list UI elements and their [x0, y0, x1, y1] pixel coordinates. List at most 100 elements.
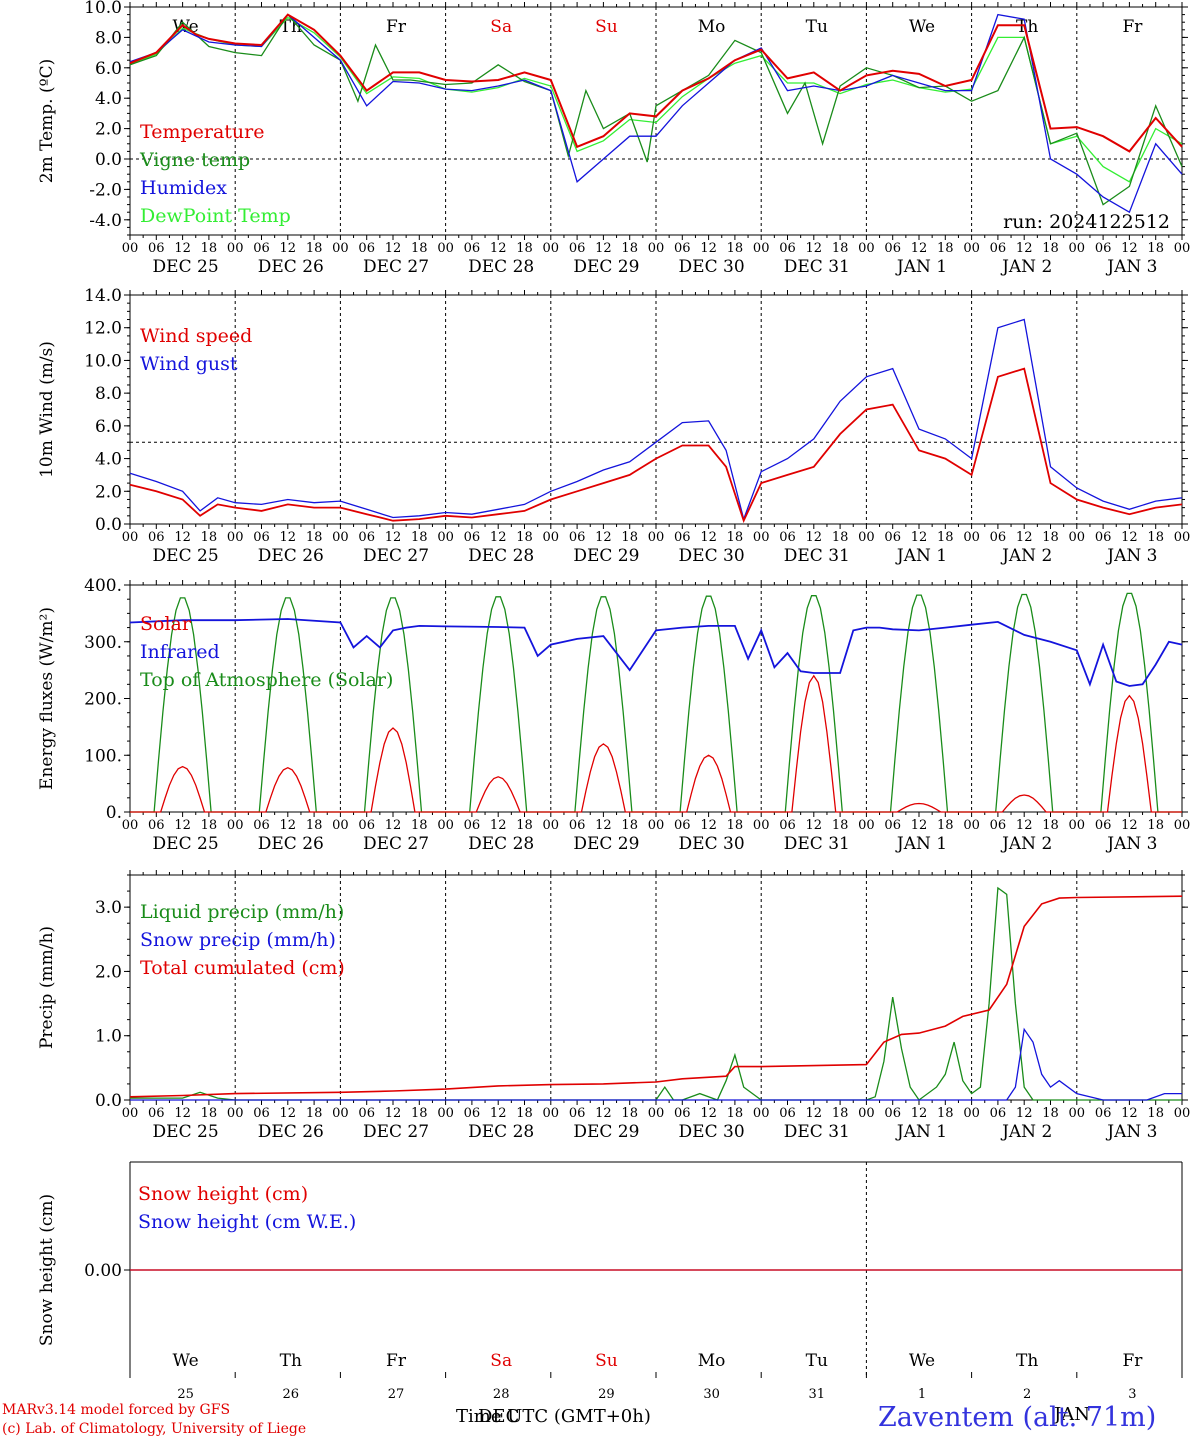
- hour-tick-label: 18: [306, 530, 323, 545]
- hour-tick-label: 12: [1121, 241, 1138, 256]
- date-label: DEC 27: [363, 257, 429, 277]
- hour-tick-label: 00: [1174, 241, 1191, 256]
- weekday-label: Th: [1016, 17, 1038, 37]
- snow-weekday-label: Mo: [698, 1351, 726, 1371]
- hour-tick-label: 18: [306, 818, 323, 833]
- hour-tick-label: 18: [516, 530, 533, 545]
- hour-tick-label: 18: [201, 241, 218, 256]
- hour-tick-label: 06: [569, 530, 586, 545]
- hour-tick-label: 12: [385, 818, 402, 833]
- date-label: JAN 2: [1000, 257, 1052, 277]
- legend-entry: Top of Atmosphere (Solar): [140, 669, 393, 691]
- hour-tick-label: 12: [1016, 818, 1033, 833]
- hour-tick-label: 12: [911, 818, 928, 833]
- hour-tick-label: 06: [779, 818, 796, 833]
- hour-tick-label: 12: [490, 1106, 507, 1121]
- hour-tick-label: 00: [1174, 818, 1191, 833]
- hour-tick-label: 06: [464, 241, 481, 256]
- y-axis-label: 10m Wind (m/s): [37, 341, 57, 478]
- hour-tick-label: 00: [648, 241, 665, 256]
- hour-tick-label: 00: [753, 530, 770, 545]
- date-label: JAN 2: [1000, 1122, 1052, 1142]
- series-line-lime: [129, 16, 1183, 183]
- snow-weekday-label: Su: [595, 1351, 618, 1371]
- station-name: Zaventem (alt. 71m): [878, 1402, 1157, 1433]
- snow-weekday-label: Sa: [490, 1351, 512, 1371]
- hour-tick-label: 00: [1069, 1106, 1086, 1121]
- date-label: DEC 28: [468, 257, 534, 277]
- hour-tick-label: 00: [543, 1106, 560, 1121]
- hour-tick-label: 00: [227, 1106, 244, 1121]
- hour-tick-label: 06: [569, 241, 586, 256]
- date-label: DEC 27: [363, 834, 429, 854]
- hour-tick-label: 06: [148, 241, 165, 256]
- snow-day-number: 2: [1023, 1387, 1031, 1402]
- hour-tick-label: 18: [306, 241, 323, 256]
- hour-tick-label: 12: [700, 530, 717, 545]
- hour-tick-label: 06: [253, 818, 270, 833]
- weekday-label: Sa: [490, 17, 512, 37]
- date-label: JAN 3: [1105, 546, 1157, 566]
- y-tick-label: 2.0: [95, 962, 122, 982]
- hour-tick-label: 12: [1016, 530, 1033, 545]
- hour-tick-label: 06: [569, 818, 586, 833]
- hour-tick-label: 00: [753, 818, 770, 833]
- date-label: DEC 31: [784, 257, 850, 277]
- hour-tick-label: 00: [543, 530, 560, 545]
- hour-tick-label: 00: [332, 1106, 349, 1121]
- hour-tick-label: 12: [911, 241, 928, 256]
- hour-tick-label: 00: [332, 530, 349, 545]
- hour-tick-label: 06: [148, 818, 165, 833]
- weekday-label: Fr: [386, 17, 407, 37]
- snow-y-tick-label: 0.00: [84, 1261, 122, 1281]
- hour-tick-label: 12: [806, 241, 823, 256]
- hour-tick-label: 00: [122, 241, 139, 256]
- hour-tick-label: 18: [727, 241, 744, 256]
- hour-tick-label: 18: [1042, 1106, 1059, 1121]
- y-tick-label: 3.0: [95, 898, 122, 918]
- y-tick-label: 4.0: [95, 89, 122, 109]
- y-axis-label: 2m Temp. (ºC): [37, 59, 57, 184]
- date-label: DEC 25: [153, 834, 219, 854]
- hour-tick-label: 06: [358, 530, 375, 545]
- temperature-panel: 00 06 12 18 00 06 12 18 00 06 12 18 00 06 12 18 00 06 12 18…: [37, 0, 1190, 277]
- hour-tick-label: 12: [1121, 818, 1138, 833]
- y-tick-label: 14.0: [84, 286, 122, 306]
- hour-tick-label: 12: [280, 530, 297, 545]
- infrared-line: [129, 618, 1183, 687]
- date-label: JAN 3: [1105, 257, 1157, 277]
- hour-tick-label: 12: [911, 530, 928, 545]
- hour-tick-label: 18: [1147, 241, 1164, 256]
- hour-tick-label: 12: [1016, 241, 1033, 256]
- hour-tick-label: 00: [858, 1106, 875, 1121]
- y-tick-label: 2.0: [95, 120, 122, 140]
- date-label: DEC 31: [784, 546, 850, 566]
- hour-tick-label: 12: [174, 530, 191, 545]
- date-label: JAN 1: [895, 1122, 947, 1142]
- hour-tick-label: 00: [227, 241, 244, 256]
- y-tick-label: 200.: [84, 690, 122, 710]
- hour-tick-label: 06: [1095, 530, 1112, 545]
- solar-line: [130, 674, 1182, 813]
- y-tick-label: 6.0: [95, 59, 122, 79]
- hour-tick-label: 18: [937, 241, 954, 256]
- hour-tick-label: 00: [332, 241, 349, 256]
- date-label: DEC 25: [153, 257, 219, 277]
- hour-tick-label: 12: [174, 241, 191, 256]
- hour-tick-label: 06: [990, 818, 1007, 833]
- hour-tick-label: 06: [253, 1106, 270, 1121]
- wind-panel: 00 06 12 18 00 06 12 18 00 06 12 18 00 06 12 18 00 06 12 18…: [37, 286, 1190, 566]
- hour-tick-label: 18: [832, 818, 849, 833]
- hour-tick-label: 18: [621, 530, 638, 545]
- hour-tick-label: 18: [937, 818, 954, 833]
- hour-tick-label: 18: [621, 241, 638, 256]
- total-cumulated-line: [129, 895, 1183, 1098]
- hour-tick-label: 18: [306, 1106, 323, 1121]
- hour-tick-label: 12: [595, 818, 612, 833]
- hour-tick-label: 12: [806, 1106, 823, 1121]
- hour-tick-label: 18: [937, 530, 954, 545]
- date-label: DEC 28: [468, 546, 534, 566]
- hour-tick-label: 00: [437, 241, 454, 256]
- y-tick-label: 8.0: [95, 28, 122, 48]
